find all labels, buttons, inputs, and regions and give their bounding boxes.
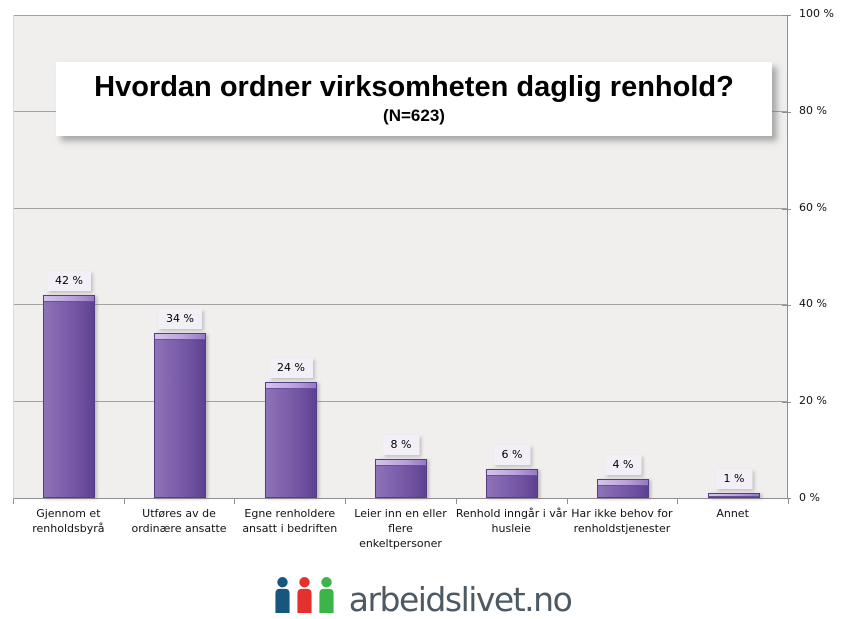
y-axis-tick-label: 20 %	[799, 394, 827, 408]
bar	[486, 469, 538, 498]
chart-subtitle: (N=623)	[383, 106, 445, 125]
x-axis-tick	[788, 499, 789, 504]
chart-title: Hvordan ordner virksomheten daglig renho…	[94, 71, 734, 103]
y-axis-tick	[782, 498, 791, 499]
y-axis-tick-label: 60 %	[799, 200, 827, 214]
x-axis-category-label: Leier inn en eller flere enkeltpersoner	[345, 506, 456, 551]
x-axis-category-label-line: enkeltpersoner	[359, 537, 442, 550]
x-axis-category-label: Annet	[677, 506, 788, 521]
gridline	[14, 304, 787, 306]
bar	[375, 459, 427, 498]
chart-title-box: Hvordan ordner virksomheten daglig renho…	[56, 62, 772, 136]
y-axis-tick-label: 40 %	[799, 297, 827, 311]
x-axis-category-label-line: husleie	[491, 522, 531, 535]
x-axis-tick	[234, 499, 235, 504]
x-axis-category-label-line: Renhold inngår i vår	[455, 507, 568, 520]
bar-top-highlight	[376, 460, 426, 466]
bar-top-highlight	[709, 494, 759, 497]
three-people-icon	[274, 576, 335, 614]
bar-value-label: 42 %	[47, 271, 91, 291]
gridline	[14, 207, 787, 209]
y-axis-tick	[782, 208, 791, 210]
person-icon-blue	[275, 577, 290, 613]
y-axis-tick-label: 0 %	[799, 491, 820, 504]
gridline	[14, 15, 787, 16]
logo: arbeidslivet.no	[0, 570, 845, 616]
y-axis-tick-label: 100 %	[799, 7, 834, 20]
y-axis-tick	[782, 15, 791, 16]
bar	[43, 295, 95, 498]
y-axis-tick	[782, 305, 791, 307]
x-axis-category-label-line: Leier inn en eller	[354, 507, 447, 520]
x-axis-category-label: Renhold inngår i vår husleie	[456, 506, 567, 536]
x-axis-category-label: Gjennom et renholdsbyrå	[13, 506, 124, 536]
bar-top-highlight	[266, 383, 316, 389]
x-axis-category-label: Egne renholdere ansatt i bedriften	[234, 506, 345, 536]
y-axis-tick	[782, 111, 791, 113]
person-icon-red	[297, 577, 312, 613]
bar-top-highlight	[598, 480, 648, 486]
x-axis-tick	[345, 499, 346, 504]
logo-text: arbeidslivet.no	[348, 580, 573, 619]
bar	[154, 333, 206, 498]
x-axis-category-label-line: renholdsbyrå	[32, 522, 105, 535]
x-axis-tick	[456, 499, 457, 504]
x-axis-category-label-line: Annet	[716, 507, 749, 520]
gridline	[14, 401, 787, 403]
bar-value-label: 8 %	[382, 435, 420, 455]
x-axis-category-label-line: ordinære ansatte	[131, 522, 227, 535]
bar	[597, 479, 649, 498]
bar-value-label: 6 %	[493, 445, 531, 465]
x-axis-category-label-line: renholdstjenester	[573, 522, 671, 535]
x-axis-category-label: Har ikke behov for renholdstjenester	[567, 506, 678, 536]
bar-value-label: 1 %	[715, 469, 753, 489]
bar	[265, 382, 317, 498]
bar-value-label: 34 %	[158, 309, 202, 329]
bar	[708, 493, 760, 498]
x-axis-category-label-line: Egne renholdere	[244, 507, 336, 520]
x-axis-category-label-line: Har ikke behov for	[571, 507, 673, 520]
bar-top-highlight	[44, 296, 94, 302]
x-axis-tick	[13, 499, 14, 504]
bar-value-label: 24 %	[269, 358, 313, 378]
x-axis-tick	[124, 499, 125, 504]
x-axis-category-label-line: ansatt i bedriften	[242, 522, 338, 535]
y-axis-tick	[782, 402, 791, 404]
x-axis-category-label-line: Gjennom et	[36, 507, 101, 520]
x-axis-tick	[567, 499, 568, 504]
x-axis-category-label: Utføres av de ordinære ansatte	[124, 506, 235, 536]
y-axis-tick-label: 80 %	[799, 103, 827, 117]
person-icon-green	[319, 577, 334, 613]
bar-top-highlight	[155, 334, 205, 340]
bar-value-label: 4 %	[604, 455, 642, 475]
x-axis-category-label-line: Utføres av de	[142, 507, 216, 520]
bar-top-highlight	[487, 470, 537, 476]
x-axis-tick	[677, 499, 678, 504]
x-axis-category-label-line: flere	[388, 522, 413, 535]
